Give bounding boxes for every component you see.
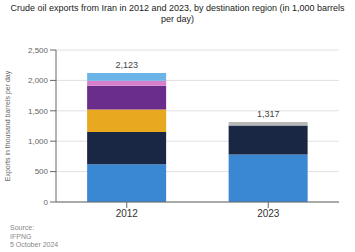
svg-text:0: 0 (44, 198, 49, 207)
svg-text:2012: 2012 (116, 208, 139, 219)
html-text:Source:: Source: (10, 224, 35, 231)
svg-text:2,500: 2,500 (28, 46, 49, 55)
svg-text:2,123: 2,123 (115, 60, 138, 70)
html-text:Crude oil exports from Iran in: Crude oil exports from Iran in 2012 and … (10, 3, 345, 13)
svg-text:Exports in thousand barrels pe: Exports in thousand barrels per day (8, 70, 12, 181)
svg-text:2023: 2023 (257, 208, 280, 219)
svg-text:500: 500 (35, 167, 49, 176)
html-text:per day): per day) (161, 14, 194, 24)
html-text:5 October 2024: 5 October 2024 (10, 241, 59, 248)
svg-text:1,500: 1,500 (28, 107, 49, 116)
svg-text:2,000: 2,000 (28, 76, 49, 85)
svg-text:1,000: 1,000 (28, 137, 49, 146)
svg-text:1,317: 1,317 (257, 109, 280, 119)
html-text:IFPNG: IFPNG (10, 232, 32, 240)
